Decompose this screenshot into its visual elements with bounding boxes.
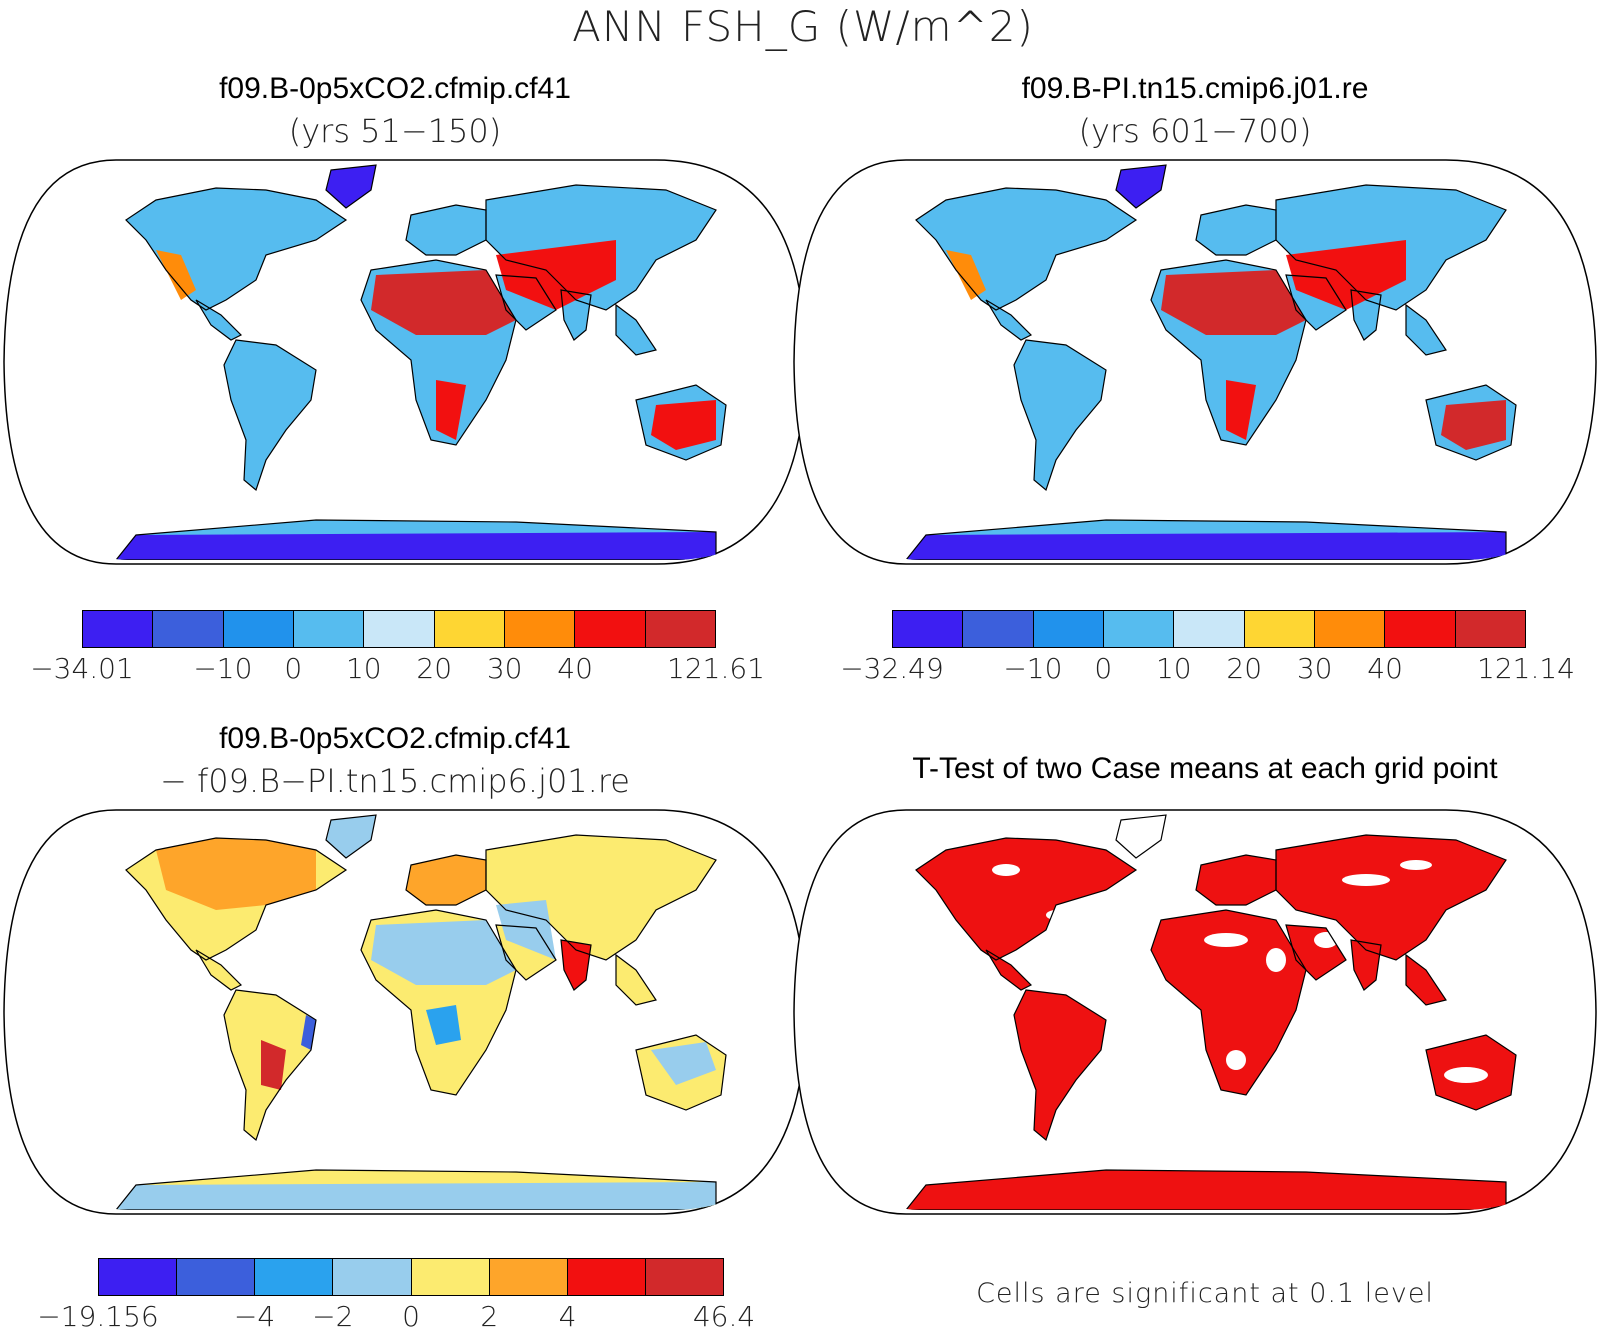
colorbar-tick-label: 20 xyxy=(1226,652,1263,685)
colorbar-swatch xyxy=(567,1259,646,1295)
colorbar-swatch xyxy=(1033,611,1104,647)
colorbar-swatch xyxy=(255,1259,334,1295)
colorbar-swatch xyxy=(293,611,365,647)
panel-tr-map xyxy=(793,159,1597,565)
panel-tr-colorbar xyxy=(892,610,1526,648)
colorbar-tick-label: −10 xyxy=(1003,652,1063,685)
colorbar-swatch xyxy=(645,611,715,647)
panel-tl-colorbar xyxy=(82,610,716,648)
colorbar-tick-label: −10 xyxy=(193,652,253,685)
colorbar-swatch xyxy=(504,611,576,647)
colorbar-tick-label: 46.4 xyxy=(692,1300,756,1333)
panel-tl-case: f09.B-0p5xCO2.cfmip.cf41 xyxy=(219,72,571,105)
colorbar-swatch xyxy=(364,611,435,647)
colorbar-swatch xyxy=(333,1259,412,1295)
panel-bl-map xyxy=(3,809,802,1215)
colorbar-tick-label: −4 xyxy=(233,1300,276,1333)
colorbar-tick-label: 10 xyxy=(1155,652,1192,685)
colorbar-tick-label: 40 xyxy=(557,652,593,685)
colorbar-tick-label: 4 xyxy=(558,1300,577,1333)
colorbar-swatch xyxy=(1314,611,1386,647)
figure-title: ANN FSH_G (W/m^2) xyxy=(572,2,1034,51)
colorbar-tick-label: −34.01 xyxy=(30,652,134,685)
colorbar-tick-label: 10 xyxy=(345,652,382,685)
colorbar-tick-label: −32.49 xyxy=(840,652,944,685)
colorbar-swatch xyxy=(99,1259,178,1295)
colorbar-swatch xyxy=(963,611,1034,647)
colorbar-tick-label: −19.156 xyxy=(37,1300,159,1333)
colorbar-swatch xyxy=(177,1259,256,1295)
colorbar-swatch xyxy=(223,611,294,647)
colorbar-tick-label: 0 xyxy=(284,652,303,685)
colorbar-tick-label: 30 xyxy=(486,652,523,685)
colorbar-swatch xyxy=(83,611,154,647)
panel-br-map xyxy=(793,809,1597,1215)
panel-bl-colorbar xyxy=(98,1258,724,1296)
significance-note: Cells are significant at 0.1 level xyxy=(976,1278,1434,1309)
panel-bl-subtitle: − f09.B−PI.tn15.cmip6.j01.re xyxy=(160,762,630,800)
colorbar-tick-label: 2 xyxy=(480,1300,499,1333)
colorbar-tick-label: 0 xyxy=(1094,652,1113,685)
panel-tl-map xyxy=(3,159,802,565)
colorbar-tick-label: 121.61 xyxy=(667,652,765,685)
colorbar-tick-label: 0 xyxy=(402,1300,420,1333)
colorbar-swatch xyxy=(411,1259,490,1295)
colorbar-tick-label: 40 xyxy=(1367,652,1403,685)
colorbar-swatch xyxy=(489,1259,568,1295)
colorbar-swatch xyxy=(645,1259,723,1295)
colorbar-swatch xyxy=(1103,611,1175,647)
panel-br-title: T-Test of two Case means at each grid po… xyxy=(912,752,1498,785)
colorbar-swatch xyxy=(1455,611,1525,647)
colorbar-swatch xyxy=(1244,611,1315,647)
colorbar-tick-label: −2 xyxy=(312,1300,354,1333)
colorbar-tick-label: 30 xyxy=(1296,652,1333,685)
panel-bl-case: f09.B-0p5xCO2.cfmip.cf41 xyxy=(219,722,571,755)
colorbar-swatch xyxy=(153,611,224,647)
colorbar-tick-label: 121.14 xyxy=(1477,652,1575,685)
colorbar-tick-label: 20 xyxy=(416,652,453,685)
colorbar-swatch xyxy=(575,611,646,647)
colorbar-swatch xyxy=(893,611,964,647)
panel-tl-years: (yrs 51−150) xyxy=(288,112,502,150)
colorbar-swatch xyxy=(434,611,505,647)
colorbar-swatch xyxy=(1385,611,1456,647)
colorbar-swatch xyxy=(1174,611,1245,647)
panel-tr-case: f09.B-PI.tn15.cmip6.j01.re xyxy=(1021,72,1369,105)
panel-tr-years: (yrs 601−700) xyxy=(1078,112,1312,150)
